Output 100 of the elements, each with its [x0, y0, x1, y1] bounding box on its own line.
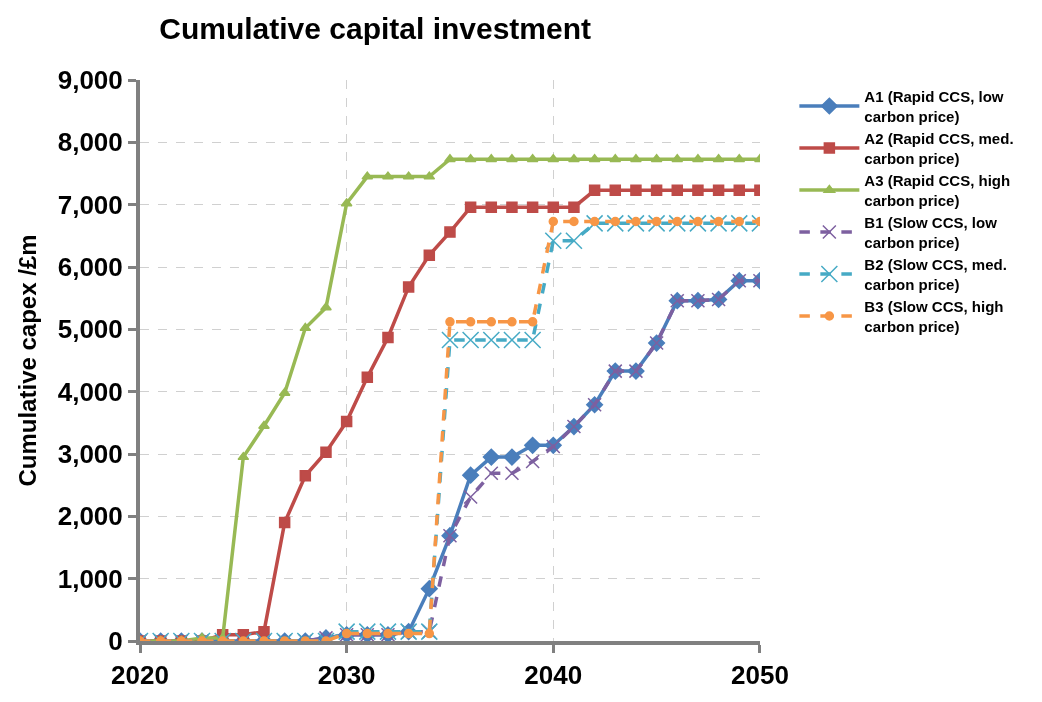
point: [503, 448, 521, 466]
point: [506, 201, 518, 213]
point: [463, 489, 478, 505]
point: [609, 184, 622, 197]
point: [568, 201, 580, 213]
point: [606, 214, 625, 233]
point: [237, 451, 250, 461]
legend-label: B1 (Slow CCS, low carbon price): [864, 214, 998, 251]
point: [523, 331, 542, 349]
legend-label: A3 (Rapid CCS, high carbon price): [864, 172, 1011, 209]
point: [526, 201, 539, 213]
point: [462, 466, 480, 484]
y-tick-label: 9,000: [57, 65, 123, 96]
point: [299, 470, 312, 482]
x-tick-label: 2050: [731, 660, 789, 691]
point: [444, 153, 456, 163]
point: [692, 184, 704, 197]
point: [712, 184, 725, 197]
point: [588, 184, 601, 197]
point: [569, 216, 579, 227]
y-tick-label: 7,000: [57, 189, 123, 220]
legend-label: B2 (Slow CCS, med. carbon price): [864, 256, 1007, 293]
point: [631, 216, 641, 227]
point: [565, 232, 583, 250]
point: [482, 331, 501, 349]
point: [709, 214, 728, 233]
point: [672, 216, 683, 227]
point: [278, 516, 291, 529]
point: [486, 317, 497, 327]
point: [671, 184, 684, 197]
point: [382, 331, 394, 344]
point: [589, 216, 600, 227]
point: [588, 153, 601, 163]
point: [507, 317, 517, 327]
point: [627, 214, 645, 233]
point: [361, 371, 374, 384]
y-tick-label: 3,000: [57, 439, 123, 470]
point: [258, 420, 270, 429]
point: [445, 317, 455, 327]
legend-label: A1 (Rapid CCS, low carbon price): [864, 88, 1004, 125]
x-tick-label: 2030: [317, 660, 376, 691]
point: [524, 436, 542, 454]
point: [713, 216, 724, 227]
point: [610, 216, 621, 227]
point: [485, 201, 498, 213]
point: [544, 232, 563, 250]
point: [382, 171, 394, 180]
point: [299, 322, 312, 332]
point: [548, 216, 559, 227]
point: [650, 153, 663, 163]
legend-label: B3 (Slow CCS, high carbon price): [864, 298, 1004, 335]
point: [320, 302, 332, 311]
y-tick-label: 1,000: [57, 563, 123, 594]
point: [733, 184, 746, 197]
point: [609, 153, 622, 163]
point: [629, 153, 642, 163]
point: [527, 317, 538, 327]
y-tick-label: 8,000: [57, 127, 123, 158]
point: [340, 415, 353, 428]
y-tick-label: 6,000: [57, 252, 123, 283]
point: [650, 184, 663, 197]
point: [444, 226, 456, 238]
point: [689, 214, 707, 233]
point: [482, 448, 500, 466]
point: [504, 466, 520, 481]
point: [485, 153, 498, 163]
point: [423, 249, 436, 261]
point: [441, 331, 459, 349]
point: [258, 625, 270, 638]
point: [734, 216, 745, 227]
point: [630, 184, 642, 197]
point: [547, 153, 560, 163]
point: [712, 153, 725, 163]
x-tick-label: 2040: [524, 660, 583, 691]
y-tick-label: 2,000: [57, 501, 123, 532]
point: [651, 216, 662, 227]
point: [506, 153, 518, 163]
point: [730, 214, 749, 233]
point: [503, 331, 521, 349]
point: [647, 214, 666, 233]
point: [424, 628, 435, 639]
point: [461, 331, 480, 349]
legend-label: A2 (Rapid CCS, med. carbon price): [864, 130, 1014, 167]
point: [693, 216, 703, 227]
point: [733, 153, 746, 163]
point: [320, 446, 332, 458]
y-tick-label: 5,000: [57, 314, 123, 345]
point: [547, 201, 560, 213]
point: [691, 153, 704, 163]
point: [525, 454, 540, 469]
point: [671, 153, 684, 163]
chart-title: Cumulative capital investment: [159, 11, 592, 45]
point: [484, 466, 499, 481]
point: [465, 317, 476, 327]
point: [567, 153, 580, 163]
point: [668, 214, 687, 233]
x-tick-label: 2020: [111, 660, 169, 691]
point: [402, 281, 415, 293]
y-axis-title: Cumulative capex /£m: [14, 234, 42, 487]
y-tick-label: 4,000: [57, 376, 123, 407]
